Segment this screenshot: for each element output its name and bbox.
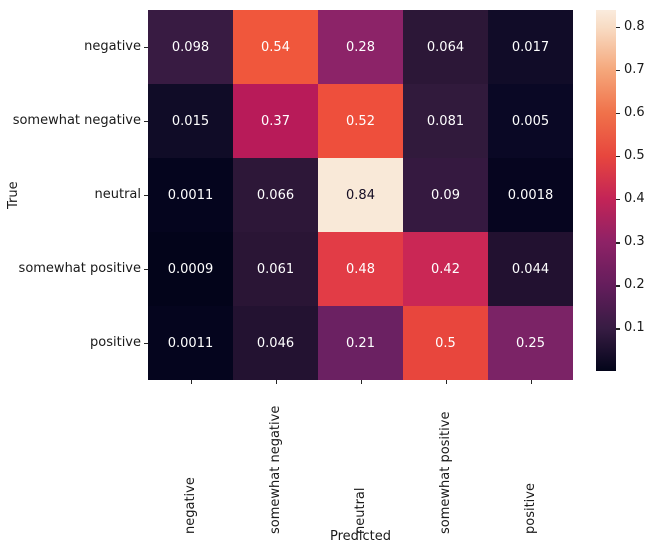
colorbar-tick-label: 0.4	[624, 191, 645, 207]
x-tick-mark	[360, 380, 362, 384]
x-axis-title: Predicted	[329, 529, 392, 544]
x-tick-mark	[275, 380, 277, 384]
x-tick-mark	[445, 380, 447, 384]
colorbar-tick-label: 0.5	[624, 148, 645, 164]
x-tick-label: neutral	[352, 487, 368, 535]
heatmap-cell: 0.52	[318, 84, 403, 158]
colorbar-tick-mark	[616, 199, 620, 201]
heatmap-cell: 0.09	[403, 158, 488, 232]
heatmap-cell: 0.54	[233, 10, 318, 84]
heatmap-cell: 0.064	[403, 10, 488, 84]
x-tick-label: somewhat negative	[267, 405, 283, 534]
heatmap-cell: 0.42	[403, 232, 488, 306]
y-tick-label: neutral	[94, 187, 142, 202]
heatmap-cell: 0.25	[488, 306, 573, 380]
colorbar-tick-mark	[616, 156, 620, 158]
y-tick-label: somewhat positive	[18, 261, 141, 276]
heatmap-cell: 0.0018	[488, 158, 573, 232]
heatmap-cell: 0.28	[318, 10, 403, 84]
heatmap-cell: 0.0011	[148, 306, 233, 380]
colorbar	[596, 10, 616, 371]
x-tick-label: positive	[522, 483, 538, 534]
colorbar-tick-mark	[616, 27, 620, 29]
y-tick-label: positive	[90, 335, 141, 350]
colorbar-tick-label: 0.7	[624, 62, 645, 78]
colorbar-tick-mark	[616, 113, 620, 115]
colorbar-tick-label: 0.1	[624, 320, 645, 336]
heatmap-cell: 0.0009	[148, 232, 233, 306]
colorbar-tick-label: 0.8	[624, 19, 645, 35]
y-tick-mark	[144, 121, 148, 123]
heatmap-cell: 0.0011	[148, 158, 233, 232]
heatmap-cell: 0.017	[488, 10, 573, 84]
colorbar-tick-label: 0.3	[624, 234, 645, 250]
heatmap-cell: 0.005	[488, 84, 573, 158]
heatmap-cell: 0.015	[148, 84, 233, 158]
colorbar-tick-mark	[616, 70, 620, 72]
x-tick-mark	[530, 380, 532, 384]
heatmap-cell: 0.061	[233, 232, 318, 306]
x-tick-label: negative	[182, 477, 198, 534]
colorbar-tick-label: 0.2	[624, 277, 645, 293]
x-tick-mark	[190, 380, 192, 384]
y-tick-label: negative	[84, 39, 141, 54]
heatmap-grid: 0.098 0.54 0.28 0.064 0.017 0.015 0.37 0.52 0.08…	[148, 10, 573, 380]
heatmap-cell: 0.098	[148, 10, 233, 84]
colorbar-tick-mark	[616, 285, 620, 287]
heatmap-cell: 0.21	[318, 306, 403, 380]
colorbar-tick-label: 0.6	[624, 105, 645, 121]
heatmap-cell: 0.48	[318, 232, 403, 306]
heatmap-cell: 0.37	[233, 84, 318, 158]
y-tick-label: somewhat negative	[12, 113, 141, 128]
heatmap-cell: 0.046	[233, 306, 318, 380]
colorbar-tick-mark	[616, 242, 620, 244]
heatmap-cell: 0.066	[233, 158, 318, 232]
heatmap-cell: 0.5	[403, 306, 488, 380]
y-tick-mark	[144, 343, 148, 345]
y-tick-mark	[144, 269, 148, 271]
heatmap-cell: 0.044	[488, 232, 573, 306]
y-tick-mark	[144, 47, 148, 49]
colorbar-tick-mark	[616, 328, 620, 330]
heatmap-cell: 0.081	[403, 84, 488, 158]
y-tick-mark	[144, 195, 148, 197]
x-tick-label: somewhat positive	[437, 411, 453, 534]
heatmap-cell: 0.84	[318, 158, 403, 232]
